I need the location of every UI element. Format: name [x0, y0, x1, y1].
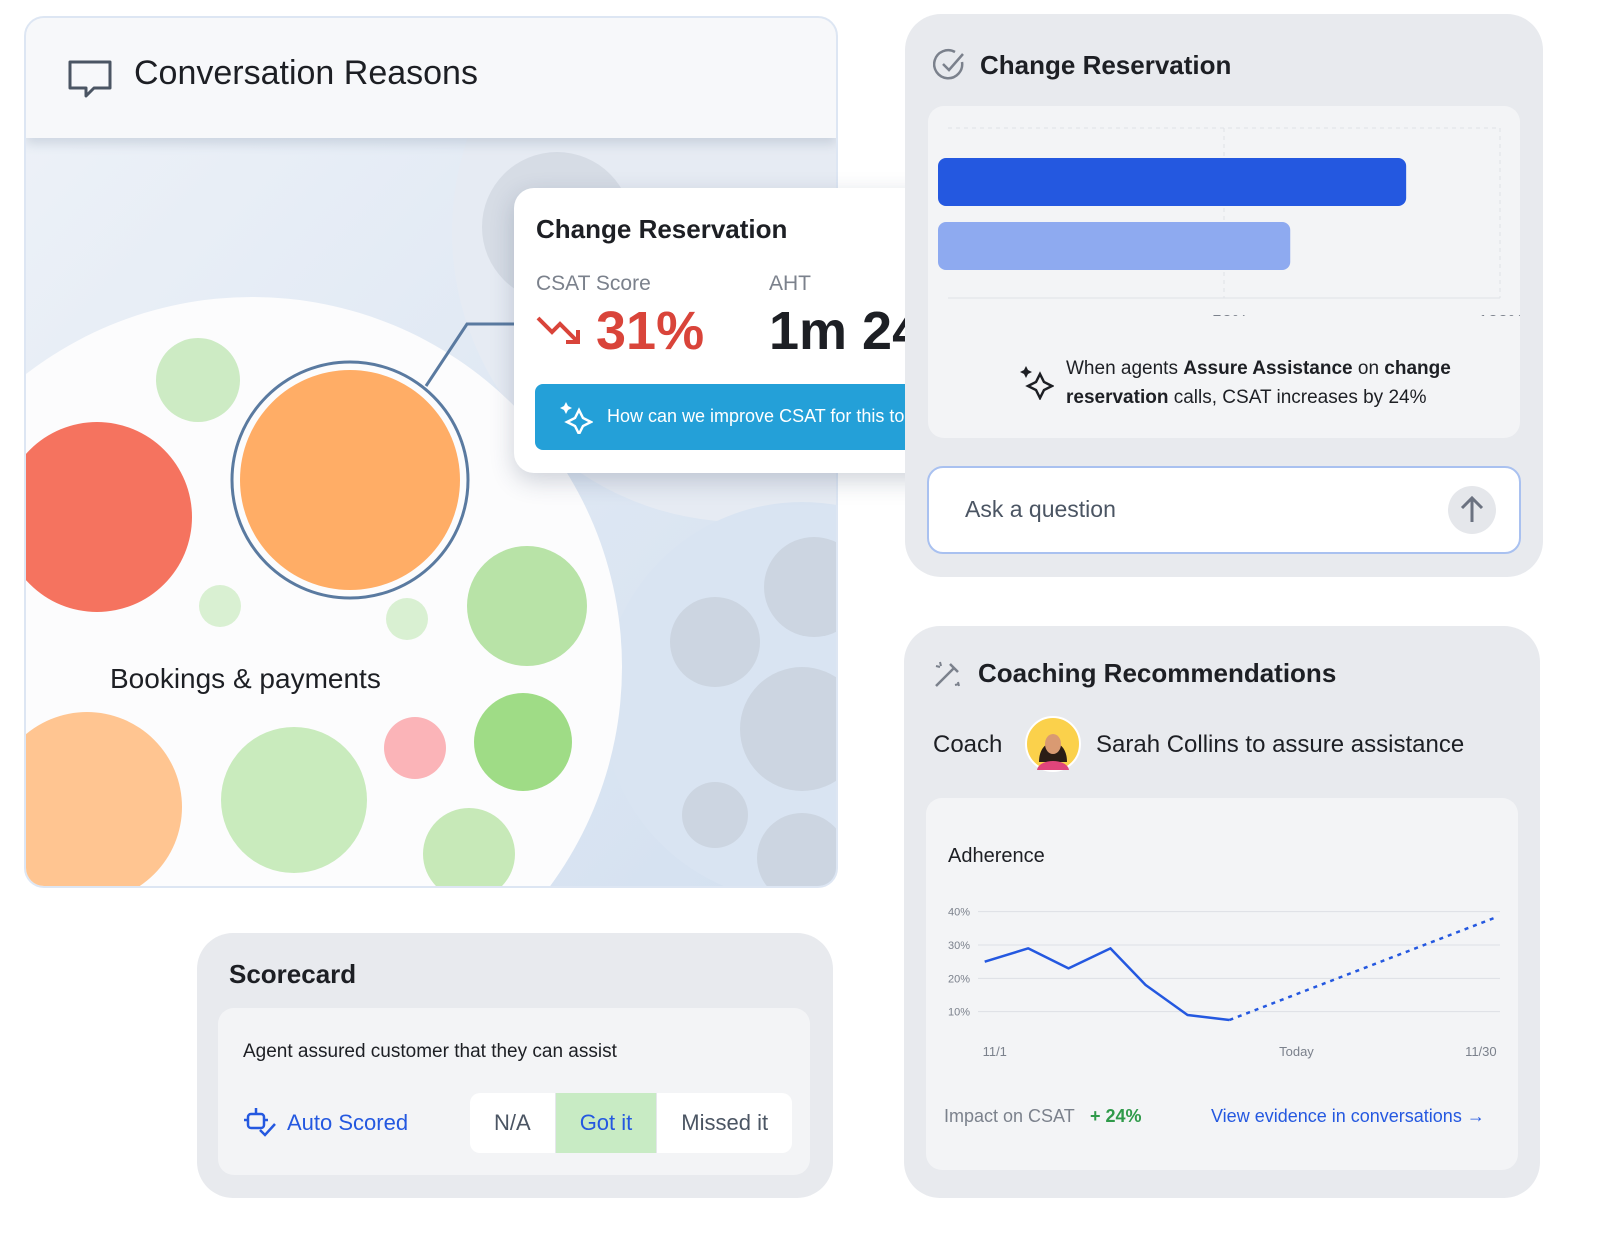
sparkle-icon	[1020, 366, 1054, 400]
reasons-card: Bookings & payments Conversation Reasons	[24, 16, 838, 888]
score-option[interactable]: Got it	[554, 1093, 657, 1153]
x-tick-label: 11/1	[983, 1044, 1007, 1059]
bubble-chart: Bookings & payments	[26, 18, 836, 886]
auto-score-icon	[244, 1108, 276, 1137]
scorecard-card: Agent assured customer that they can ass…	[218, 1008, 810, 1175]
popup-title: Change Reservation	[536, 214, 788, 244]
score-option[interactable]: N/A	[494, 1110, 531, 1135]
y-tick-label: 20%	[948, 973, 970, 985]
x-tick-label: 100%	[1478, 312, 1520, 316]
ask-placeholder: Ask a question	[965, 496, 1116, 522]
panel-title: Change Reservation	[980, 50, 1232, 80]
bubble	[199, 585, 241, 627]
csat-value: 31%	[596, 301, 705, 361]
csat-label: CSAT Score	[536, 272, 651, 295]
insight-card: 50% 100% When agents Assure Assistance on…	[928, 106, 1520, 438]
ask-input[interactable]: Ask a question	[927, 466, 1521, 554]
bubble	[221, 727, 367, 873]
coach-prefix: Coach	[933, 731, 1003, 758]
bubble	[156, 338, 240, 422]
group-label: Bookings & payments	[110, 663, 381, 694]
x-tick-label: 50%	[1212, 312, 1248, 316]
coach-text: Sarah Collins to assure assistance	[1096, 731, 1465, 758]
send-button[interactable]	[1448, 486, 1496, 534]
sparkle-icon	[560, 402, 593, 434]
adherence-card: Adherence 10% 20% 30% 40% 11/1 Today 11/30 Imp…	[926, 798, 1518, 1170]
avatar	[1025, 716, 1081, 772]
panel-title: Coaching Recommendations	[978, 658, 1337, 688]
scorecard-item: Agent assured customer that they can ass…	[243, 1041, 617, 1062]
insight-bold: Assure Assistance	[1183, 358, 1353, 379]
x-tick-label: Today	[1279, 1044, 1314, 1059]
connector	[424, 322, 516, 387]
insight-span: on	[1352, 358, 1385, 379]
trend-down-icon	[536, 316, 580, 344]
bar-chart: 50% 100%	[938, 127, 1520, 316]
bubble	[467, 546, 587, 666]
evidence-link[interactable]: View evidence in conversations →	[1211, 1106, 1485, 1126]
selected-bubble[interactable]	[240, 370, 460, 590]
aht-label: AHT	[769, 272, 811, 295]
bubble-group	[26, 297, 622, 886]
bubble	[757, 813, 836, 886]
bar	[938, 158, 1407, 206]
chat-icon	[68, 60, 112, 98]
check-icon	[933, 49, 964, 80]
y-tick-label: 10%	[948, 1007, 970, 1019]
x-tick-label: 11/30	[1465, 1044, 1497, 1059]
insight-span: calls, CSAT increases by 24%	[1168, 387, 1427, 408]
line-series	[1228, 915, 1499, 1022]
bar	[938, 222, 1291, 270]
score-option[interactable]: Missed it	[656, 1093, 792, 1153]
impact-value: + 24%	[1090, 1106, 1142, 1126]
button-label: How can we improve CSAT for this topic?	[607, 406, 938, 426]
wand-icon	[935, 661, 960, 687]
auto-scored: Auto Scored	[287, 1110, 409, 1135]
card-title: Conversation Reasons	[134, 54, 478, 92]
insight-span: When agents	[1066, 358, 1184, 379]
score-options: N/A Got it Missed it	[470, 1093, 793, 1153]
chart-title: Adherence	[948, 845, 1045, 867]
bubble	[423, 808, 515, 886]
bubble	[670, 597, 760, 687]
bubble	[26, 422, 192, 612]
bubble	[384, 717, 446, 779]
bubble	[474, 693, 572, 791]
y-tick-label: 30%	[948, 940, 970, 952]
line-series	[984, 947, 1230, 1022]
bubble	[682, 782, 748, 848]
bubble	[26, 712, 182, 886]
line-chart: 10% 20% 30% 40% 11/1 Today 11/30	[948, 907, 1500, 1059]
panel-title: Scorecard	[229, 959, 357, 989]
selection-ring	[230, 360, 470, 600]
reasons-header: Conversation Reasons	[26, 18, 836, 138]
insight-bold: change reservation	[1066, 358, 1451, 408]
bubble	[386, 598, 428, 640]
insight-text: When agents Assure Assistance on change …	[1066, 354, 1506, 412]
bubble	[740, 667, 836, 791]
impact-label: Impact on CSAT	[944, 1106, 1075, 1126]
y-tick-label: 40%	[948, 907, 970, 919]
bubble	[764, 537, 836, 637]
